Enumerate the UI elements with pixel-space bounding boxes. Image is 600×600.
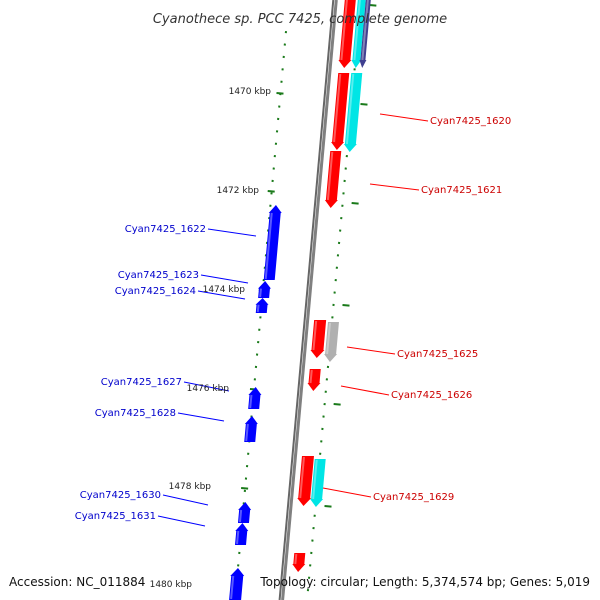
map-title: Cyanothece sp. PCC 7425, complete genome <box>153 12 447 27</box>
major-tick-right-5 <box>324 505 332 508</box>
gene-label-1631: Cyan7425_1631 <box>75 511 156 522</box>
gene-label-1624: Cyan7425_1624 <box>115 286 196 297</box>
gene-label-1625: Cyan7425_1625 <box>397 349 478 360</box>
major-tick-right-3 <box>342 304 350 307</box>
gene-arrow-blue-tail <box>229 568 245 600</box>
gene-label-1621: Cyan7425_1621 <box>421 185 502 196</box>
leader-1631 <box>157 515 206 527</box>
gene-label-1630: Cyan7425_1630 <box>80 490 161 501</box>
kbp-label-1472: 1472 kbp <box>217 186 260 196</box>
major-tick-right-2 <box>351 202 359 205</box>
genome-backbone <box>278 0 338 600</box>
gene-arrow-blue-1627 <box>248 387 262 409</box>
leader-1621 <box>369 183 420 191</box>
kbp-label-1470: 1470 kbp <box>229 87 272 97</box>
gene-features <box>229 0 371 600</box>
gene-arrow-red-tail <box>292 553 306 572</box>
gene-label-1623: Cyan7425_1623 <box>118 270 199 281</box>
gene-arrow-red-1626 <box>307 369 321 391</box>
gene-arrow-gray-1625 <box>324 322 339 362</box>
major-tick-right-0 <box>369 4 377 7</box>
gene-arrow-red-1625 <box>310 320 327 358</box>
major-tick-left-1 <box>267 190 275 193</box>
gene-arrow-cyan-1629 <box>310 459 326 507</box>
gene-arrow-red-1621 <box>324 151 342 208</box>
kbp-label-1480: 1480 kbp <box>150 580 193 590</box>
gene-label-1620: Cyan7425_1620 <box>430 116 511 127</box>
text-layer: Cyanothece sp. PCC 7425, complete genome… <box>9 12 590 590</box>
major-tick-left-4 <box>241 487 249 490</box>
gene-arrow-blue-1624 <box>255 298 269 313</box>
topology-text: Topology: circular; Length: 5,374,574 bp… <box>259 575 590 589</box>
gene-label-1627: Cyan7425_1627 <box>101 377 182 388</box>
leader-1625 <box>346 346 396 355</box>
gene-arrow-blue-1623 <box>257 281 271 298</box>
gene-arrow-blue-1622 <box>263 205 282 280</box>
gene-label-1622: Cyan7425_1622 <box>125 224 206 235</box>
gene-arrow-red-0 <box>338 0 356 68</box>
accession-text: Accession: NC_011884 <box>9 575 145 589</box>
gene-arrow-blue-1630 <box>237 502 252 523</box>
gene-label-1626: Cyan7425_1626 <box>391 390 472 401</box>
leader-1629 <box>322 487 372 498</box>
gene-arrow-red-1629 <box>297 456 314 506</box>
leader-1630 <box>162 494 209 506</box>
gene-arrow-cyan-1620 <box>343 73 363 152</box>
major-tick-left-0 <box>276 92 284 95</box>
leader-1624 <box>197 290 246 300</box>
gene-label-1628: Cyan7425_1628 <box>95 408 176 419</box>
major-tick-right-1 <box>360 103 368 106</box>
leader-1626 <box>340 385 390 396</box>
gene-arrow-red-1620 <box>331 73 350 150</box>
leader-1627 <box>183 381 230 392</box>
kbp-label-1474: 1474 kbp <box>203 285 246 295</box>
leader-1622 <box>207 228 257 237</box>
gene-arrow-blue-1628 <box>244 416 258 442</box>
label-leaders <box>157 113 429 527</box>
kbp-label-1478: 1478 kbp <box>169 482 212 492</box>
gene-label-1629: Cyan7425_1629 <box>373 492 454 503</box>
gene-arrow-cyan-0 <box>351 0 366 68</box>
leader-1628 <box>177 412 225 422</box>
leader-1620 <box>379 113 429 122</box>
major-tick-right-4 <box>333 403 341 406</box>
backbone-line <box>281 0 338 600</box>
backbone-shadow <box>278 0 335 600</box>
leader-1623 <box>200 274 249 284</box>
kbp-label-1476: 1476 kbp <box>187 384 230 394</box>
gene-arrow-blue-1631 <box>235 523 249 545</box>
gene-arrow-navy-0 <box>359 0 371 68</box>
